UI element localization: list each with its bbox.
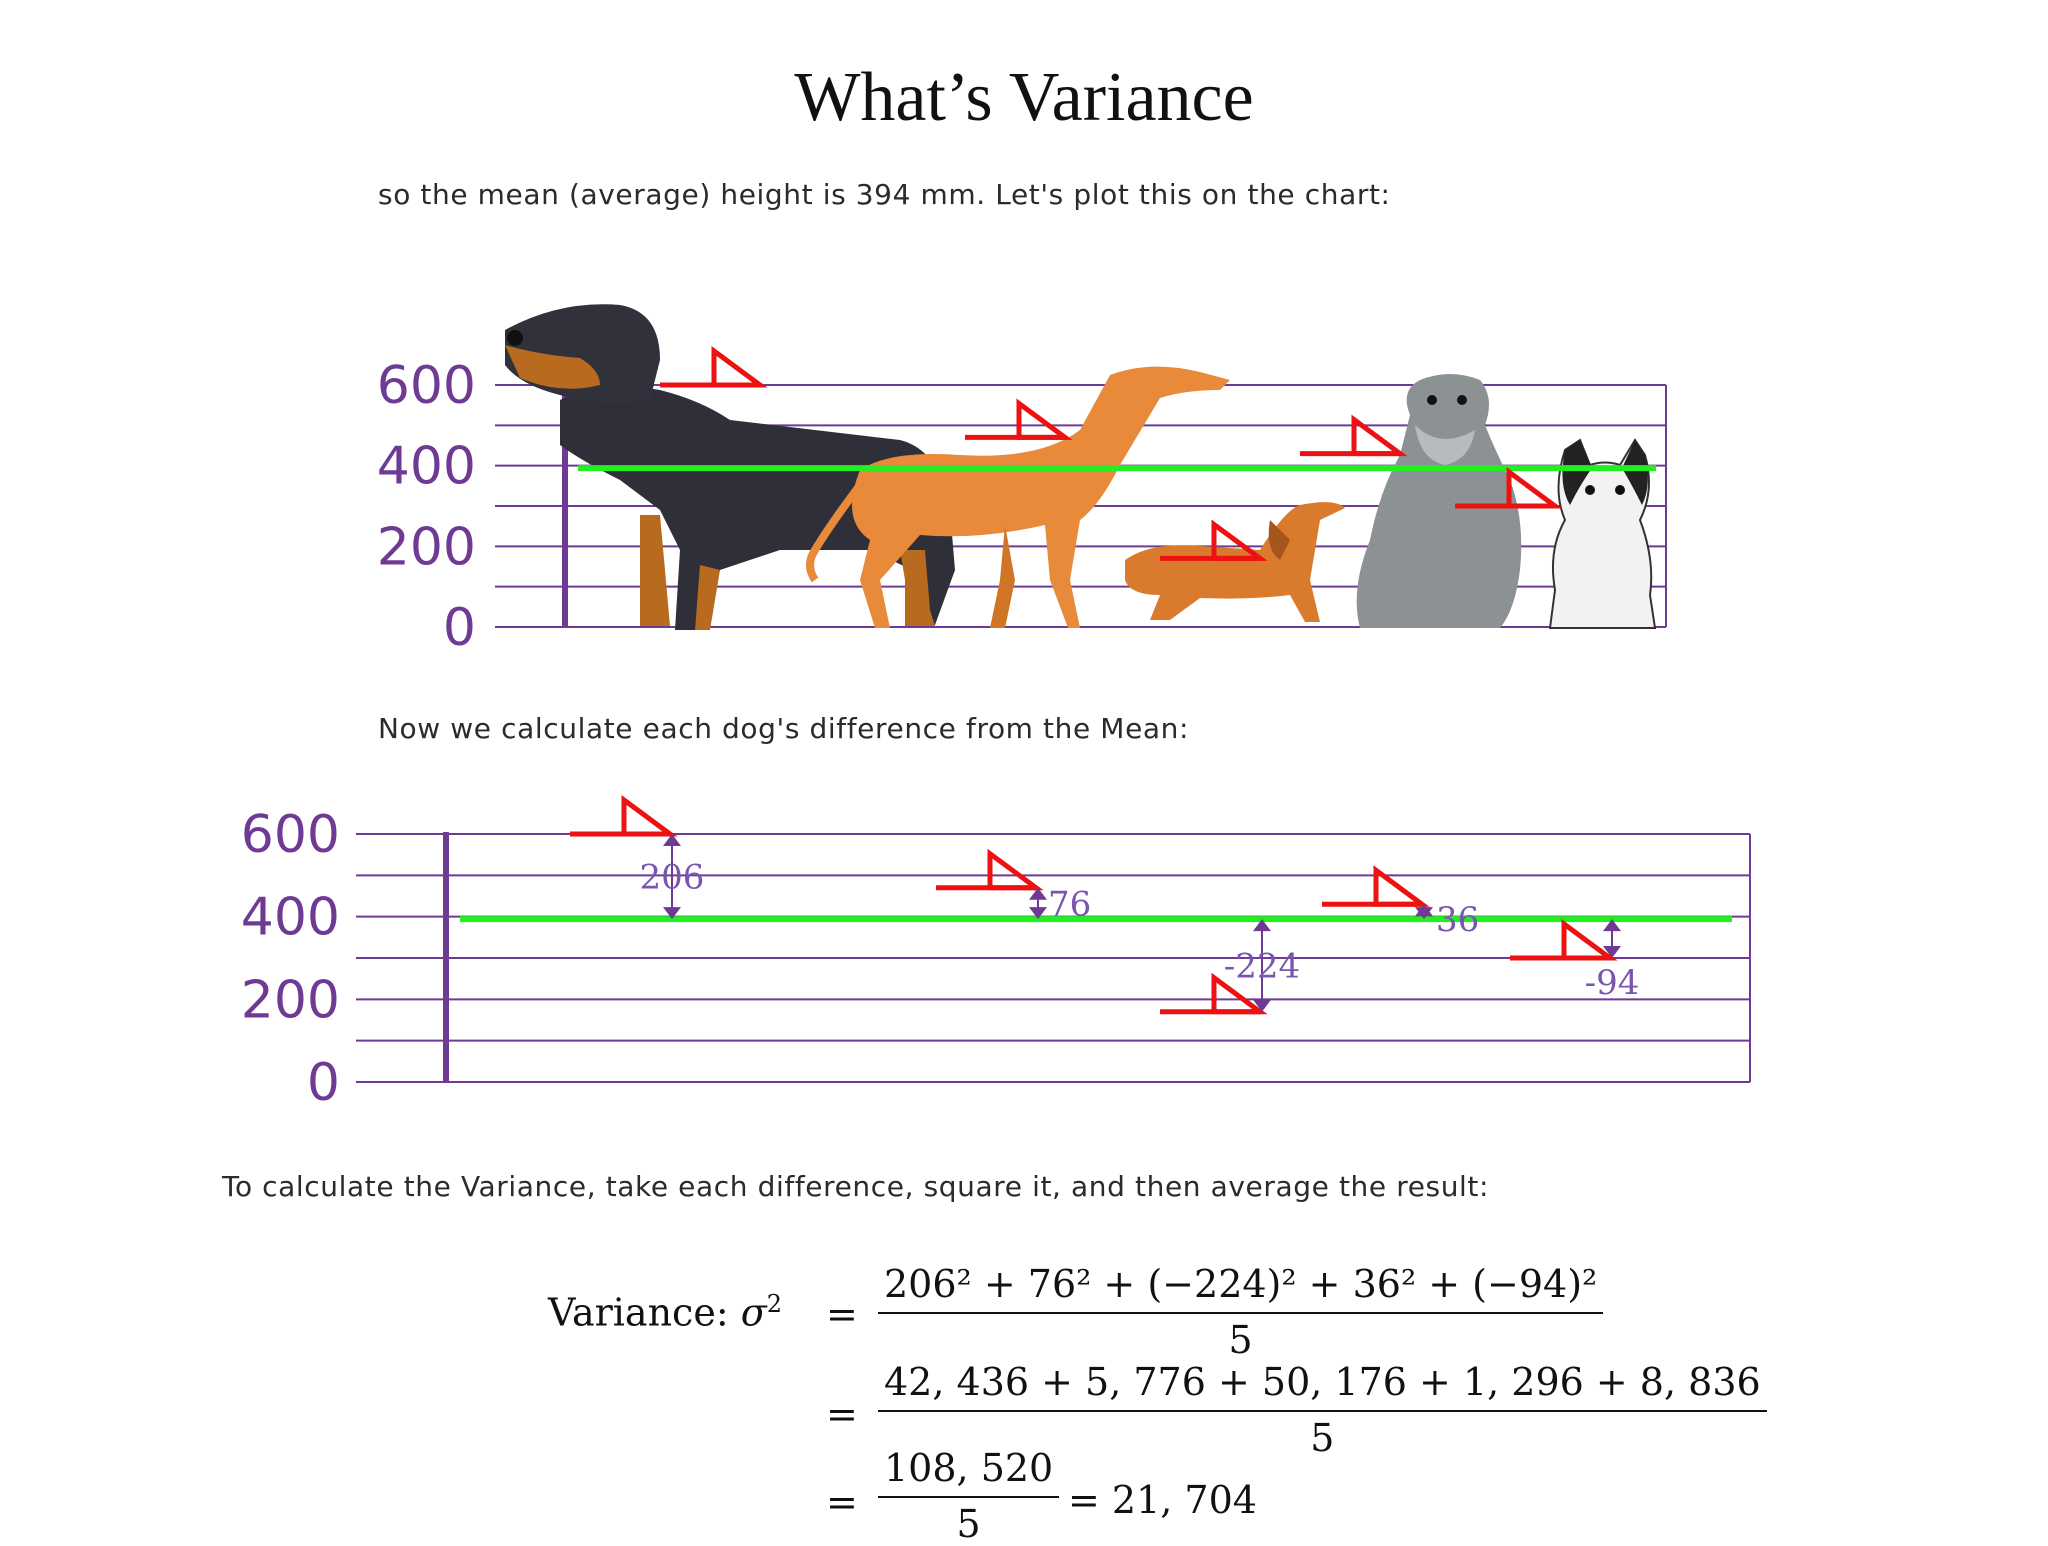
equals-sign-1: =	[826, 1292, 858, 1336]
fraction-2-denominator: 5	[1310, 1416, 1335, 1460]
terrier-image	[1548, 438, 1657, 629]
greyhound-image	[806, 366, 1230, 628]
difference-arrow-head	[1029, 907, 1047, 920]
fraction-3-numerator: 108, 520	[878, 1446, 1060, 1498]
difference-label: -224	[1224, 946, 1300, 986]
height-marker-flag	[1373, 865, 1430, 907]
y-tick-label: 200	[377, 517, 476, 577]
variance-caption: To calculate the Variance, take each dif…	[222, 1170, 1490, 1203]
y-tick-label: 600	[241, 805, 340, 865]
y-tick-label: 600	[377, 356, 476, 416]
difference-caption: Now we calculate each dog's difference f…	[378, 712, 1190, 745]
variance-fraction-1: 206² + 76² + (−224)² + 36² + (−94)² 5	[878, 1262, 1604, 1362]
equals-sign-3: =	[826, 1480, 858, 1524]
y-tick-label: 200	[241, 970, 340, 1030]
equals-sign-2: =	[826, 1392, 858, 1436]
difference-arrow-head	[663, 907, 681, 920]
height-marker-flag	[1351, 414, 1408, 457]
height-marker-flag	[1016, 398, 1073, 440]
fraction-1-numerator: 206² + 76² + (−224)² + 36² + (−94)²	[878, 1262, 1604, 1314]
height-marker-flag	[1561, 919, 1618, 961]
fraction-2-numerator: 42, 436 + 5, 776 + 50, 176 + 1, 296 + 8,…	[878, 1360, 1767, 1412]
difference-arrow-head	[1029, 887, 1047, 900]
height-marker-flag	[711, 346, 768, 388]
height-marker-flag	[987, 848, 1044, 891]
difference-arrow-head	[1603, 946, 1621, 958]
difference-label: 36	[1436, 900, 1479, 940]
height-marker-flag	[1211, 972, 1268, 1015]
difference-label: -94	[1585, 963, 1640, 1003]
variance-fraction-2: 42, 436 + 5, 776 + 50, 176 + 1, 296 + 8,…	[878, 1360, 1767, 1460]
page-title: What’s Variance	[794, 59, 1254, 136]
difference-arrow-head	[1415, 907, 1433, 920]
height-marker-flag	[621, 795, 678, 837]
y-tick-label: 400	[241, 888, 340, 948]
difference-label: 206	[640, 858, 705, 898]
y-tick-label: 400	[377, 437, 476, 497]
variance-label: Variance: σ2	[548, 1290, 782, 1335]
y-tick-label: 0	[307, 1053, 340, 1113]
mean-caption: so the mean (average) height is 394 mm. …	[378, 178, 1391, 211]
variance-fraction-3: 108, 520 5	[878, 1446, 1060, 1546]
difference-arrow-head	[1253, 999, 1271, 1012]
fraction-1-denominator: 5	[1228, 1318, 1253, 1362]
rottweiler-image	[505, 304, 955, 630]
difference-arrow-head	[1603, 919, 1621, 932]
schnauzer-image	[1356, 374, 1522, 628]
y-tick-label: 0	[443, 598, 476, 658]
dachshund-image	[1125, 502, 1345, 622]
dog-heights-chart: 600 400 200 0	[377, 304, 1667, 658]
fraction-3-denominator: 5	[956, 1502, 981, 1546]
height-marker-flag	[1211, 519, 1268, 561]
variance-result: = 21, 704	[1068, 1478, 1257, 1522]
height-marker-flag	[1506, 467, 1563, 509]
difference-chart: 600 400 200 0 206 76 -224 36 -94	[241, 795, 1751, 1113]
difference-arrow-head	[663, 834, 681, 846]
difference-arrow-head	[1253, 919, 1271, 932]
difference-label: 76	[1048, 884, 1091, 924]
